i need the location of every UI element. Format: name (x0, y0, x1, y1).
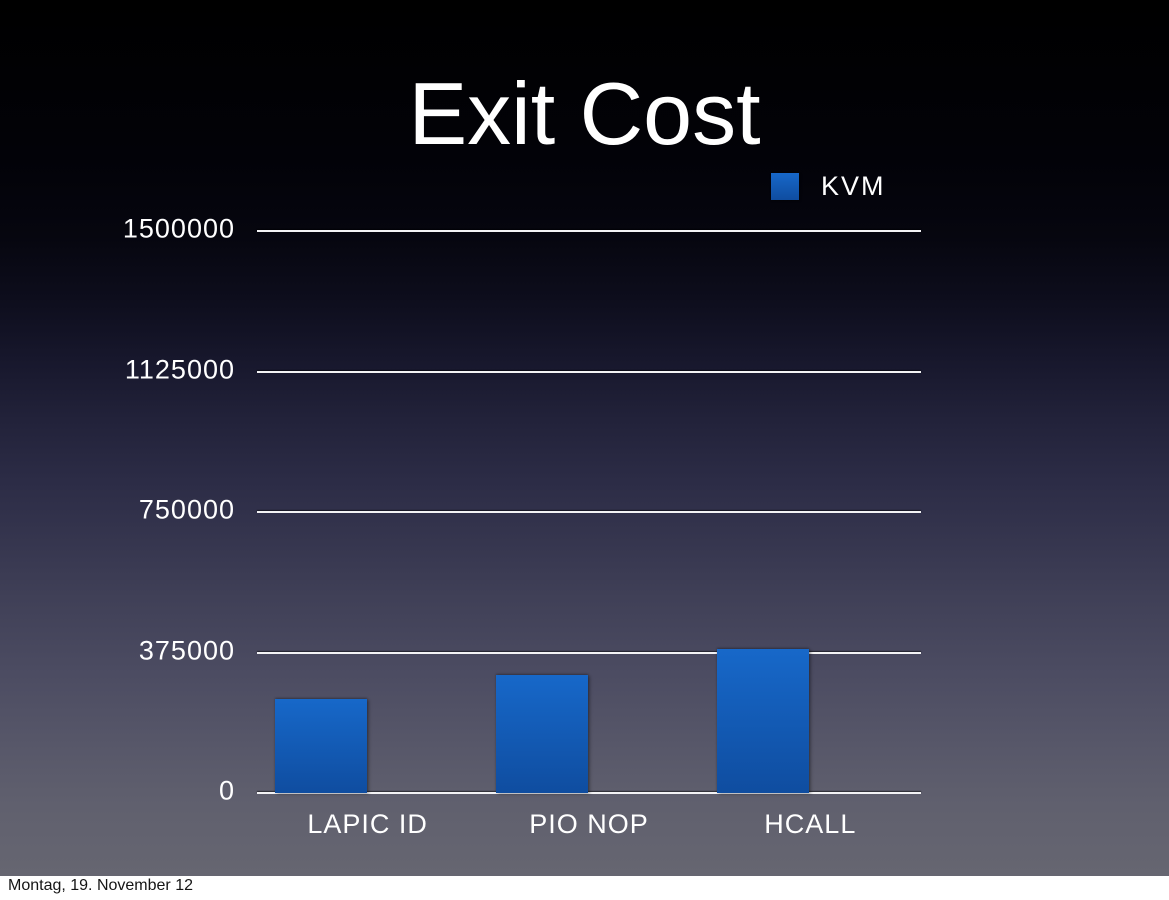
y-axis-tick-label-375000: 375000 (138, 634, 235, 665)
chart-legend: KVM (771, 171, 886, 201)
bar-chart-plot-area: 0 375000 750000 1125000 1500000 LAPIC ID PIO N… (123, 213, 921, 839)
gridline-375000: 375000 (139, 635, 921, 665)
gridline-1125000: 1125000 (125, 354, 921, 384)
bar-hcall (717, 648, 810, 793)
bar-pio-nop (495, 674, 588, 793)
presentation-slide: Exit Cost KVM 0 375000 750000 1125000 150000… (0, 0, 1169, 876)
chart-title: Exit Cost (408, 64, 761, 163)
gridline-1500000: 1500000 (123, 213, 921, 243)
y-axis-tick-label-1500000: 1500000 (122, 213, 235, 244)
bar-lapic-id (274, 699, 367, 793)
y-axis-tick-label-0: 0 (218, 775, 235, 806)
legend-swatch-kvm (771, 172, 799, 200)
x-axis-label-hcall: HCALL (764, 809, 857, 839)
gridline-0: 0 (219, 775, 921, 805)
gridline-750000: 750000 (139, 494, 921, 524)
slide-footer-date: Montag, 19. November 12 (8, 877, 193, 894)
x-axis-label-lapic-id: LAPIC ID (307, 809, 428, 839)
y-axis-tick-label-750000: 750000 (138, 494, 235, 525)
x-axis-label-pio-nop: PIO NOP (529, 809, 649, 839)
legend-label-kvm: KVM (821, 170, 886, 201)
y-axis-tick-label-1125000: 1125000 (124, 353, 235, 384)
